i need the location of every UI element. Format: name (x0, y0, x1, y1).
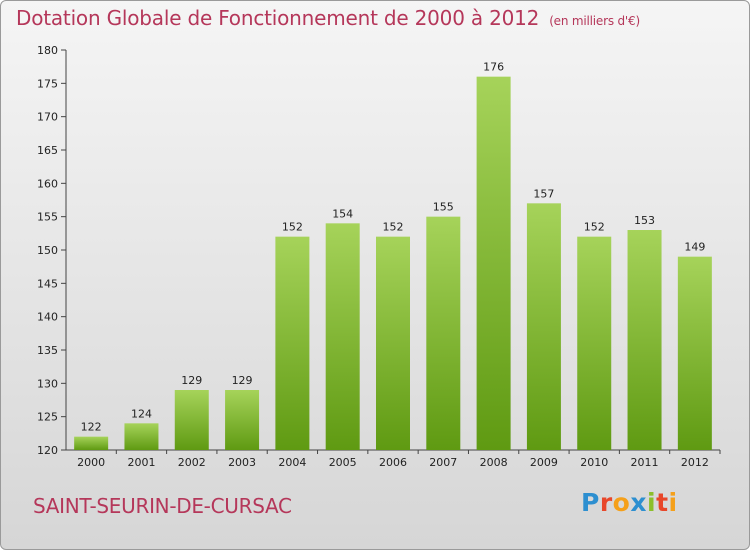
y-tick-label: 130 (37, 377, 58, 390)
y-tick-label: 145 (37, 277, 58, 290)
bar-value-label: 129 (232, 374, 253, 387)
x-tick-label: 2006 (379, 456, 407, 469)
bar-value-label: 153 (634, 214, 655, 227)
chart-title: Dotation Globale de Fonctionnement de 20… (16, 6, 640, 30)
x-tick-label: 2005 (329, 456, 357, 469)
x-tick-label: 2003 (228, 456, 256, 469)
bar (275, 236, 310, 450)
y-tick-label: 165 (37, 144, 58, 157)
bar-value-label: 176 (483, 61, 504, 74)
y-tick-label: 175 (37, 77, 58, 90)
bar-value-label: 152 (584, 221, 605, 234)
logo-letter: o (612, 488, 631, 517)
bar (376, 236, 410, 450)
bar (677, 256, 712, 450)
x-tick-label: 2004 (278, 456, 306, 469)
bar-value-label: 152 (282, 221, 303, 234)
bar-value-label: 154 (332, 207, 353, 220)
y-tick-label: 170 (37, 111, 58, 124)
bar (476, 76, 511, 451)
x-tick-label: 2011 (631, 456, 659, 469)
logo-letter: t (656, 488, 669, 517)
bar (325, 223, 360, 450)
bar (526, 203, 561, 450)
bar-value-label: 149 (684, 241, 705, 254)
bar-value-label: 124 (131, 407, 152, 420)
x-tick-label: 2001 (127, 456, 155, 469)
y-tick-label: 155 (37, 211, 58, 224)
title-text: Dotation Globale de Fonctionnement de 20… (16, 6, 540, 30)
logo-letter: i (668, 488, 678, 517)
logo-letter: i (647, 488, 657, 517)
y-tick-label: 150 (37, 244, 58, 257)
commune-name: SAINT-SEURIN-DE-CURSAC (33, 494, 292, 518)
proxiti-logo: Proxiti (581, 488, 678, 517)
x-tick-label: 2002 (178, 456, 206, 469)
logo-letter: x (630, 488, 647, 517)
bar-value-label: 155 (433, 201, 454, 214)
bar (627, 230, 662, 450)
bar (225, 390, 260, 450)
bar (74, 436, 109, 450)
y-tick-label: 125 (37, 411, 58, 424)
unit-label: (en milliers d'€) (549, 14, 640, 28)
x-tick-label: 2009 (530, 456, 558, 469)
x-tick-label: 2010 (580, 456, 608, 469)
y-tick-label: 180 (37, 44, 58, 57)
x-tick-label: 2000 (77, 456, 105, 469)
y-tick-label: 160 (37, 177, 58, 190)
y-tick-label: 120 (37, 444, 58, 457)
bar (174, 390, 209, 450)
bar (124, 423, 159, 450)
bar-value-label: 129 (181, 374, 202, 387)
bar (426, 216, 461, 450)
logo-letter: P (581, 488, 600, 517)
bar (577, 236, 612, 450)
bar-value-label: 157 (533, 187, 554, 200)
bar-value-label: 152 (383, 221, 404, 234)
bar-value-label: 122 (81, 421, 102, 434)
y-tick-label: 140 (37, 311, 58, 324)
logo-letter: r (599, 488, 613, 517)
x-tick-label: 2007 (429, 456, 457, 469)
y-tick-label: 135 (37, 344, 58, 357)
x-tick-label: 2012 (681, 456, 709, 469)
x-tick-label: 2008 (480, 456, 508, 469)
